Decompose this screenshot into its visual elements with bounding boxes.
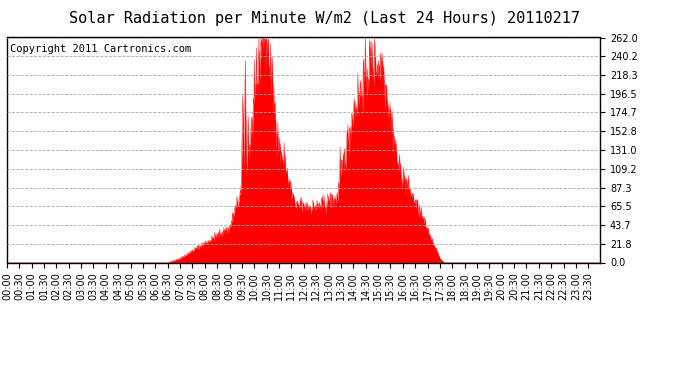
Text: Copyright 2011 Cartronics.com: Copyright 2011 Cartronics.com: [10, 44, 191, 54]
Text: Solar Radiation per Minute W/m2 (Last 24 Hours) 20110217: Solar Radiation per Minute W/m2 (Last 24…: [69, 11, 580, 26]
